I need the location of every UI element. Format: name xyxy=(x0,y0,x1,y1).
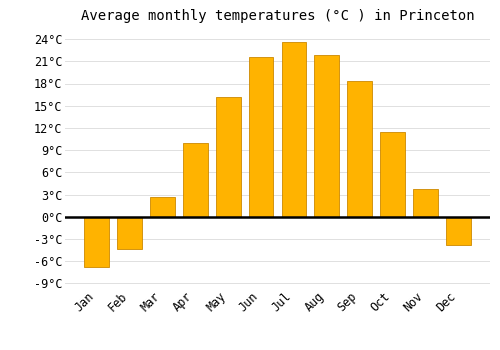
Title: Average monthly temperatures (°C ) in Princeton: Average monthly temperatures (°C ) in Pr… xyxy=(80,9,474,23)
Bar xyxy=(446,217,470,245)
Bar xyxy=(380,132,405,217)
Bar xyxy=(216,97,240,217)
Bar xyxy=(248,57,274,217)
Bar xyxy=(117,217,142,248)
Bar xyxy=(282,42,306,217)
Bar xyxy=(150,197,174,217)
Bar xyxy=(314,55,339,217)
Bar xyxy=(84,217,109,267)
Bar xyxy=(413,189,438,217)
Bar xyxy=(348,80,372,217)
Bar xyxy=(183,143,208,217)
